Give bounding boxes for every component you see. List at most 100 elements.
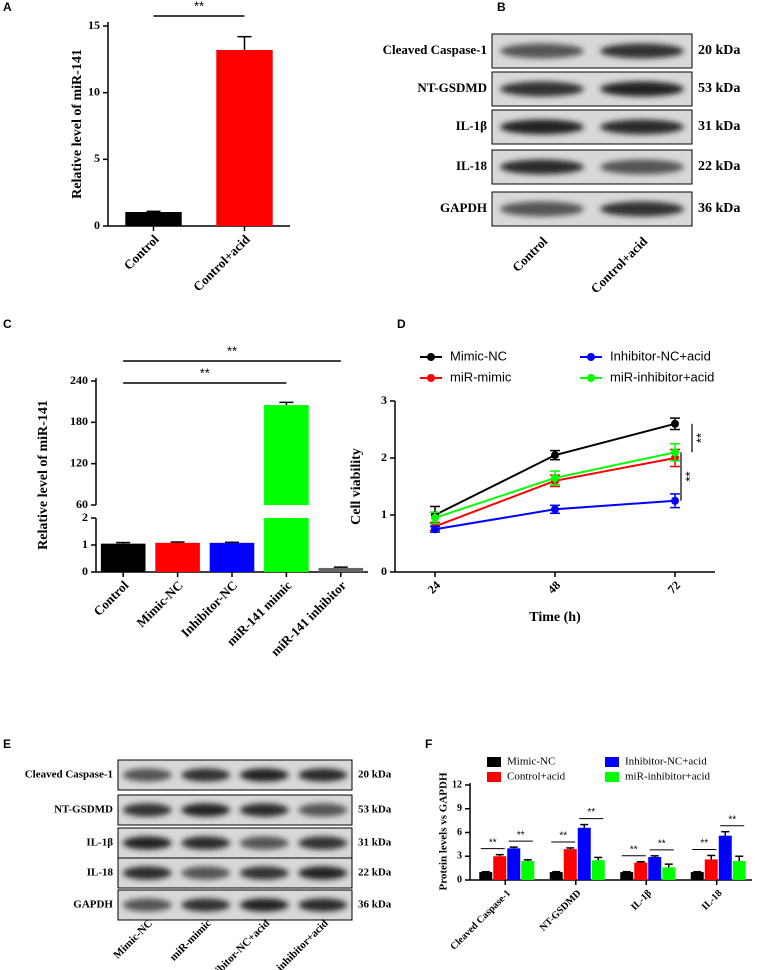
significance-label: ** (658, 838, 666, 849)
bar (662, 867, 676, 880)
bar (507, 848, 521, 880)
y-axis-label: Cell viability (349, 448, 364, 525)
size-label: 36 kDa (698, 201, 740, 216)
y-tick-label: 120 (70, 455, 88, 469)
x-tick-label: NT-GSDMD (538, 888, 584, 934)
error-bar (664, 863, 673, 868)
y-tick-label: 2 (381, 450, 387, 464)
x-tick-label: IL-1β (629, 888, 654, 913)
error-bar (495, 853, 504, 857)
series-line (434, 422, 676, 516)
blot-band (500, 119, 584, 135)
blot-band (181, 898, 231, 912)
legend-label: Mimic-NC (450, 348, 507, 363)
x-tick-label: Mimic-NC (133, 578, 185, 630)
blot-band (122, 866, 172, 880)
blot-band (298, 898, 348, 912)
bar (577, 827, 591, 880)
bar (704, 859, 718, 880)
lane-label: Control (509, 233, 550, 274)
y-tick-label: 3 (381, 393, 387, 407)
bar (690, 872, 704, 880)
size-label: 20 kDa (698, 43, 740, 58)
error-bar (523, 859, 532, 861)
blot-band (500, 81, 584, 97)
bar (563, 849, 577, 880)
y-tick-label: 15 (88, 18, 100, 32)
y-tick-label: 12 (452, 779, 462, 790)
error-bar (333, 566, 348, 568)
x-tick-label: 48 (545, 578, 563, 596)
significance-label: ** (227, 343, 237, 358)
bar-lower (264, 518, 309, 572)
size-label: 22 kDa (358, 867, 392, 879)
significance-label: ** (559, 831, 567, 842)
blot-band (122, 803, 172, 817)
panel-letter: F (425, 737, 432, 751)
x-tick-label: 72 (665, 578, 683, 596)
error-bar (116, 541, 131, 544)
y-tick-label: 0 (82, 564, 88, 578)
y-tick-label: 9 (457, 803, 462, 814)
blot-band (122, 898, 172, 912)
error-bar (735, 855, 744, 861)
bar-upper (264, 405, 309, 505)
lane-label: Mimic-NC (111, 917, 155, 961)
significance-label: ** (517, 830, 525, 841)
significance-label: ** (693, 433, 708, 443)
bar (493, 856, 507, 880)
blot-band (181, 803, 231, 817)
y-tick-label: 180 (70, 414, 88, 428)
size-label: 36 kDa (358, 899, 392, 911)
blot-band (600, 201, 684, 217)
error-bar (580, 823, 589, 828)
blot-band (181, 836, 231, 850)
marker (551, 473, 559, 482)
protein-label: Cleaved Caspase-1 (25, 769, 113, 781)
bar (718, 835, 732, 880)
legend-marker (587, 374, 595, 382)
error-bar (594, 856, 603, 861)
error-bar (146, 210, 161, 213)
y-axis-label: Protein levels vs GAPDH (438, 772, 450, 890)
y-tick-label: 6 (457, 827, 462, 838)
bar (125, 212, 182, 226)
lane-label: miR-mimic (168, 917, 214, 963)
legend-swatch (487, 772, 501, 782)
error-bar (237, 35, 252, 50)
panel-letter: D (397, 317, 406, 331)
bar (634, 862, 648, 880)
bar (521, 861, 535, 880)
marker (431, 513, 439, 522)
y-axis-label: Relative level of miR-141 (70, 49, 85, 199)
y-tick-label: 1 (82, 537, 88, 551)
y-tick-label: 3 (457, 851, 462, 862)
error-bar (566, 847, 575, 850)
blot-band (500, 43, 584, 59)
error-bar (225, 541, 239, 544)
size-label: 31 kDa (358, 837, 392, 849)
significance-label: ** (194, 0, 204, 13)
significance-label: ** (630, 844, 638, 855)
blot-band (298, 803, 348, 817)
error-bar (636, 861, 645, 863)
blot-band (239, 898, 289, 912)
y-tick-label: 0 (381, 564, 387, 578)
bar (318, 567, 364, 572)
protein-label: GAPDH (440, 200, 487, 215)
lane-label: Control+acid (588, 233, 651, 296)
bar (648, 857, 662, 880)
y-tick-label: 0 (457, 874, 462, 885)
series-line (434, 457, 676, 528)
error-bar (707, 854, 716, 860)
y-tick-label: 5 (94, 151, 100, 165)
x-tick-label: Control (121, 231, 162, 272)
significance-label: ** (700, 838, 708, 849)
size-label: 53 kDa (358, 804, 392, 816)
bar (549, 872, 563, 880)
error-bar (721, 830, 730, 836)
error-bar (170, 541, 185, 543)
blot-band (298, 866, 348, 880)
protein-label: NT-GSDMD (54, 804, 113, 816)
protein-label: IL-18 (456, 158, 488, 173)
